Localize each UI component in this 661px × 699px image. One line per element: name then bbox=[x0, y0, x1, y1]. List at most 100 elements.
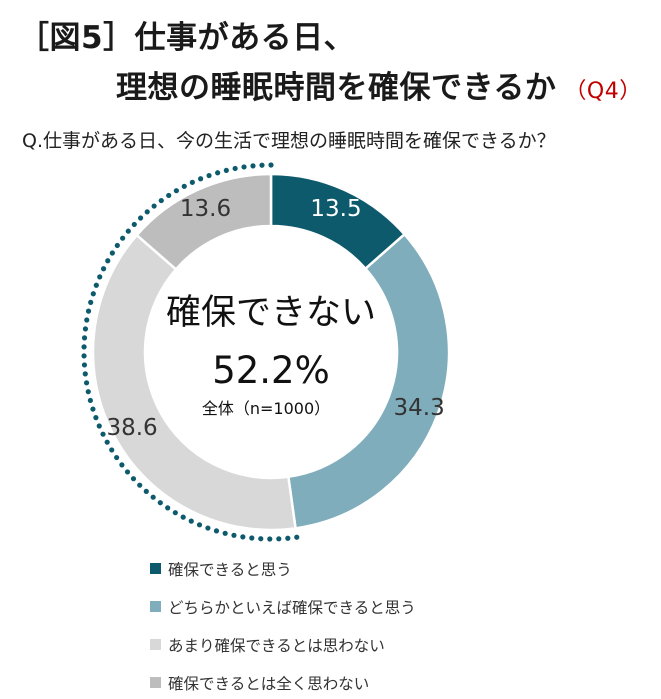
highlight-dot bbox=[100, 266, 107, 272]
dotted-highlight-arc bbox=[81, 162, 300, 542]
highlight-dot bbox=[223, 167, 229, 174]
donut-slice-2 bbox=[286, 232, 451, 530]
highlight-dot bbox=[249, 535, 255, 541]
highlight-dot bbox=[158, 197, 164, 204]
donut-slices bbox=[91, 172, 451, 532]
highlight-dot bbox=[206, 172, 212, 179]
highlight-dot bbox=[276, 536, 282, 542]
center-value: 52.2% bbox=[212, 349, 330, 392]
legend-swatch-2 bbox=[150, 601, 161, 612]
highlight-dot bbox=[143, 488, 149, 494]
highlight-dot bbox=[250, 163, 256, 169]
highlight-dot bbox=[180, 514, 186, 520]
highlight-dot bbox=[137, 482, 143, 488]
legend-swatch-1 bbox=[150, 563, 161, 574]
highlight-dot bbox=[124, 469, 131, 475]
highlight-dot bbox=[97, 274, 103, 280]
highlight-dot bbox=[85, 308, 92, 314]
donut-slice-3 bbox=[91, 233, 297, 532]
highlight-dot bbox=[231, 532, 237, 538]
chart-title-text: 理想の睡眠時間を確保できるか bbox=[116, 70, 557, 106]
highlight-dot bbox=[172, 510, 178, 516]
chart-title-line2: 理想の睡眠時間を確保できるか （Q4） bbox=[116, 62, 642, 107]
legend-item-4: 確保できるとは全く思わない bbox=[150, 672, 369, 694]
center-label: 確保できない bbox=[166, 293, 376, 333]
highlight-dot bbox=[196, 522, 203, 528]
highlight-dot bbox=[93, 282, 99, 288]
legend-swatch-4 bbox=[150, 677, 161, 688]
highlight-dot bbox=[205, 525, 211, 531]
slice-value-label-4: 13.6 bbox=[180, 196, 231, 222]
slice-value-label-1: 13.5 bbox=[310, 196, 361, 222]
highlight-dot bbox=[87, 397, 93, 404]
highlight-dot bbox=[213, 528, 220, 534]
highlight-dot bbox=[222, 530, 228, 536]
highlight-dot bbox=[285, 535, 291, 541]
center-sample-size: 全体（n=1000） bbox=[202, 399, 330, 418]
legend-label-3: あまり確保できるとは思わない bbox=[168, 637, 385, 655]
legend-item-1: 確保できると思う bbox=[150, 558, 292, 580]
highlight-dot bbox=[109, 447, 115, 453]
highlight-dot bbox=[268, 162, 274, 168]
highlight-dot bbox=[157, 500, 163, 506]
highlight-dot bbox=[90, 291, 96, 297]
highlight-dot bbox=[173, 188, 179, 194]
highlight-dot bbox=[105, 258, 111, 264]
highlight-dot bbox=[104, 439, 110, 445]
highlight-dot bbox=[181, 183, 187, 189]
highlight-dot bbox=[120, 235, 126, 241]
highlight-dot bbox=[166, 192, 172, 199]
highlight-dot bbox=[232, 165, 238, 172]
highlight-dot bbox=[82, 371, 88, 377]
highlight-dot bbox=[85, 389, 91, 395]
slice-value-label-3: 38.6 bbox=[106, 415, 157, 441]
highlight-dot bbox=[240, 534, 246, 540]
highlight-dot bbox=[88, 299, 94, 305]
highlight-dot bbox=[267, 536, 273, 542]
highlight-dot bbox=[100, 431, 106, 437]
highlight-dot bbox=[81, 362, 88, 368]
highlight-dot bbox=[150, 494, 156, 500]
highlight-dot bbox=[109, 250, 115, 256]
highlight-dot bbox=[82, 326, 89, 332]
legend-label-2: どちらかといえば確保できると思う bbox=[168, 599, 416, 617]
highlight-dot bbox=[81, 353, 87, 359]
highlight-dot bbox=[84, 317, 90, 323]
donut-slice-4 bbox=[134, 172, 273, 272]
highlight-dot bbox=[144, 209, 150, 215]
highlight-dot bbox=[81, 344, 87, 350]
chart-title-line1: ［図5］仕事がある日、 bbox=[18, 20, 356, 56]
highlight-dot bbox=[198, 176, 204, 182]
highlight-dot bbox=[151, 203, 157, 209]
slice-value-label-2: 34.3 bbox=[394, 395, 445, 421]
legend-label-4: 確保できるとは全く思わない bbox=[168, 675, 370, 693]
highlight-dot bbox=[294, 534, 300, 540]
highlight-dot bbox=[130, 476, 137, 482]
highlight-dot bbox=[81, 335, 88, 341]
highlight-dot bbox=[96, 423, 102, 429]
highlight-dot bbox=[258, 536, 264, 542]
highlight-dot bbox=[90, 406, 96, 412]
highlight-dot bbox=[241, 164, 247, 170]
highlight-dot bbox=[188, 518, 194, 524]
legend-swatch-3 bbox=[150, 639, 161, 650]
highlight-dot bbox=[114, 242, 120, 249]
legend-label-1: 確保できると思う bbox=[168, 561, 292, 579]
highlight-dot bbox=[131, 221, 137, 228]
slice-labels: 13.5 34.3 38.6 13.6 bbox=[106, 196, 444, 441]
highlight-dot bbox=[83, 380, 90, 386]
legend-item-3: あまり確保できるとは思わない bbox=[150, 634, 385, 656]
highlight-dot bbox=[114, 454, 120, 461]
highlight-dot bbox=[215, 170, 221, 176]
highlight-dot bbox=[259, 162, 265, 168]
survey-question: Q.仕事がある日、今の生活で理想の睡眠時間を確保できるか？ bbox=[22, 130, 556, 152]
highlight-dot bbox=[137, 215, 144, 221]
highlight-dot bbox=[93, 415, 99, 421]
highlight-dot bbox=[125, 228, 131, 234]
highlight-dot bbox=[189, 179, 195, 185]
question-number-tag: （Q4） bbox=[564, 79, 642, 104]
highlight-dot bbox=[119, 462, 125, 468]
legend-item-2: どちらかといえば確保できると思う bbox=[150, 596, 416, 618]
highlight-dot bbox=[165, 505, 171, 511]
